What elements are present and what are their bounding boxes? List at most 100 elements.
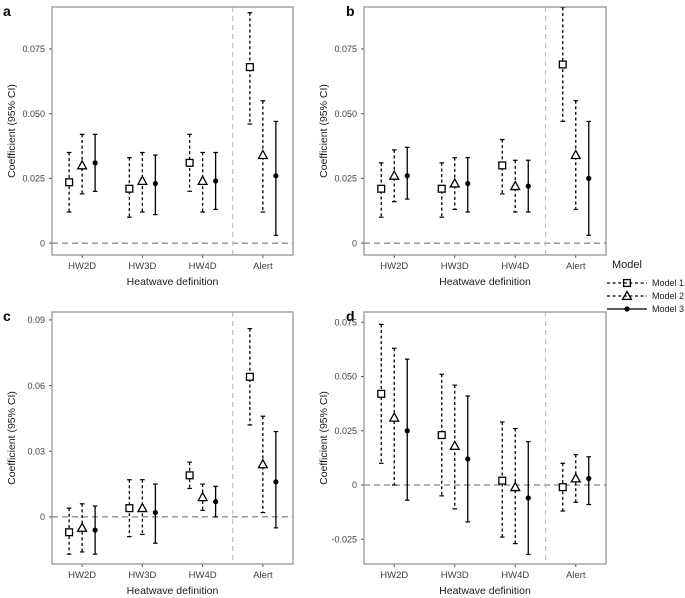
- filled-circle-marker: [273, 173, 279, 179]
- x-tick-label: Alert: [566, 261, 586, 272]
- panel-letter: d: [346, 308, 355, 324]
- x-axis-title: Heatwave definition: [439, 276, 531, 288]
- open-square-marker: [437, 431, 446, 440]
- filled-circle-marker: [213, 499, 219, 505]
- x-tick-label: HW2D: [68, 261, 96, 272]
- x-tick-label: HW3D: [441, 570, 469, 581]
- x-tick-label: HW4D: [501, 570, 529, 581]
- open-triangle-marker: [570, 472, 582, 483]
- x-axis-title: Heatwave definition: [127, 276, 219, 288]
- open-triangle-marker: [449, 177, 461, 188]
- legend-entry: Model 2: [607, 290, 684, 301]
- filled-circle-marker: [92, 527, 98, 533]
- open-square-marker: [558, 483, 567, 492]
- open-square-marker: [65, 528, 74, 537]
- open-square-marker: [622, 278, 632, 288]
- legend-entry: Model 3: [607, 304, 684, 314]
- x-tick-label: HW2D: [380, 570, 408, 581]
- filled-circle-marker: [404, 428, 410, 434]
- x-tick-label: HW3D: [441, 261, 469, 272]
- open-triangle-marker: [197, 175, 209, 186]
- series-model-3: [92, 120, 279, 236]
- y-axis-title: Coefficient (95% CI): [318, 391, 330, 485]
- series-model-2: [388, 100, 582, 213]
- y-tick-label: 0.050: [22, 109, 45, 119]
- legend-entry-label: Model 2: [652, 291, 684, 301]
- legend-entry-label: Model 1: [652, 278, 684, 288]
- filled-circle-marker: [586, 475, 592, 482]
- open-triangle-marker: [388, 169, 400, 180]
- filled-circle-marker: [152, 509, 158, 516]
- filled-circle-marker: [92, 160, 98, 166]
- open-square-marker: [245, 372, 254, 381]
- panel-border: [51, 311, 294, 565]
- filled-circle-marker: [213, 178, 219, 184]
- open-square-marker: [245, 63, 254, 72]
- panel-d: d -0.025 0 0.025 0.050 0.075 HW2D HW3D HW4D Alert…: [318, 308, 607, 597]
- y-axis-title: Coefficient (95% CI): [6, 391, 18, 485]
- x-tick-label: Alert: [253, 570, 273, 581]
- x-tick-label: HW4D: [501, 261, 529, 272]
- open-square-marker: [185, 158, 194, 167]
- open-triangle-marker: [388, 411, 400, 422]
- y-tick-label: 0.050: [334, 372, 357, 382]
- panel-border: [51, 6, 294, 256]
- open-triangle-marker: [621, 290, 633, 301]
- filled-circle-marker: [586, 175, 592, 181]
- y-axis-title: Coefficient (95% CI): [6, 84, 18, 178]
- y-tick-label: 0: [352, 238, 357, 248]
- y-tick-label: 0.025: [334, 426, 357, 436]
- open-square-marker: [377, 389, 386, 398]
- open-square-marker: [65, 178, 74, 187]
- open-square-marker: [125, 184, 134, 193]
- legend: Model Model 1 Model 2 Model 3: [607, 259, 684, 314]
- series-model-3: [92, 430, 279, 555]
- filled-circle-marker: [273, 479, 279, 485]
- series-model-1: [65, 12, 254, 218]
- y-axis-title: Coefficient (95% CI): [318, 84, 330, 178]
- y-tick-label: 0: [40, 512, 45, 522]
- open-square-marker: [498, 476, 507, 485]
- legend-entry-label: Model 3: [652, 304, 684, 314]
- series-model-2: [388, 347, 582, 545]
- y-tick-label: 0.075: [334, 44, 357, 54]
- y-tick-label: 0.075: [22, 44, 45, 54]
- panel-b: b 0 0.025 0.050 0.075 HW2D HW3D HW4D Alert Heatwa…: [318, 3, 607, 288]
- open-triangle-marker: [257, 458, 269, 469]
- x-axis-title: Heatwave definition: [127, 585, 219, 597]
- y-tick-label: 0.06: [27, 381, 45, 391]
- open-triangle-marker: [197, 491, 209, 502]
- x-tick-label: HW4D: [189, 570, 217, 581]
- filled-circle-marker: [624, 306, 630, 312]
- panel-border: [363, 6, 607, 256]
- filled-circle-marker: [465, 456, 471, 462]
- filled-circle-marker: [465, 180, 471, 187]
- y-tick-label: 0.075: [334, 317, 357, 327]
- panel-c: c 0 0.03 0.06 0.09 HW2D HW3D HW4D Alert Heatwave …: [3, 308, 294, 597]
- panel-letter: c: [3, 308, 11, 324]
- x-tick-label: HW3D: [128, 261, 156, 272]
- filled-circle-marker: [525, 495, 531, 501]
- legend-entry: Model 1: [607, 278, 684, 288]
- open-square-marker: [437, 184, 446, 193]
- y-tick-label: -0.025: [331, 534, 357, 544]
- open-triangle-marker: [570, 149, 582, 160]
- legend-title: Model: [612, 259, 642, 271]
- filled-circle-marker: [404, 173, 410, 179]
- x-tick-label: Alert: [566, 570, 586, 581]
- x-tick-label: HW2D: [380, 261, 408, 272]
- open-square-marker: [498, 161, 507, 170]
- series-model-2: [76, 415, 269, 553]
- open-triangle-marker: [509, 481, 521, 492]
- filled-circle-marker: [152, 180, 158, 187]
- panel-border: [363, 311, 607, 565]
- y-tick-label: 0.03: [27, 446, 45, 456]
- panel-letter: b: [346, 3, 355, 19]
- x-axis-title: Heatwave definition: [439, 585, 531, 597]
- y-tick-label: 0.050: [334, 109, 357, 119]
- y-tick-label: 0.025: [334, 174, 357, 184]
- series-model-2: [76, 100, 269, 213]
- open-square-marker: [125, 504, 134, 513]
